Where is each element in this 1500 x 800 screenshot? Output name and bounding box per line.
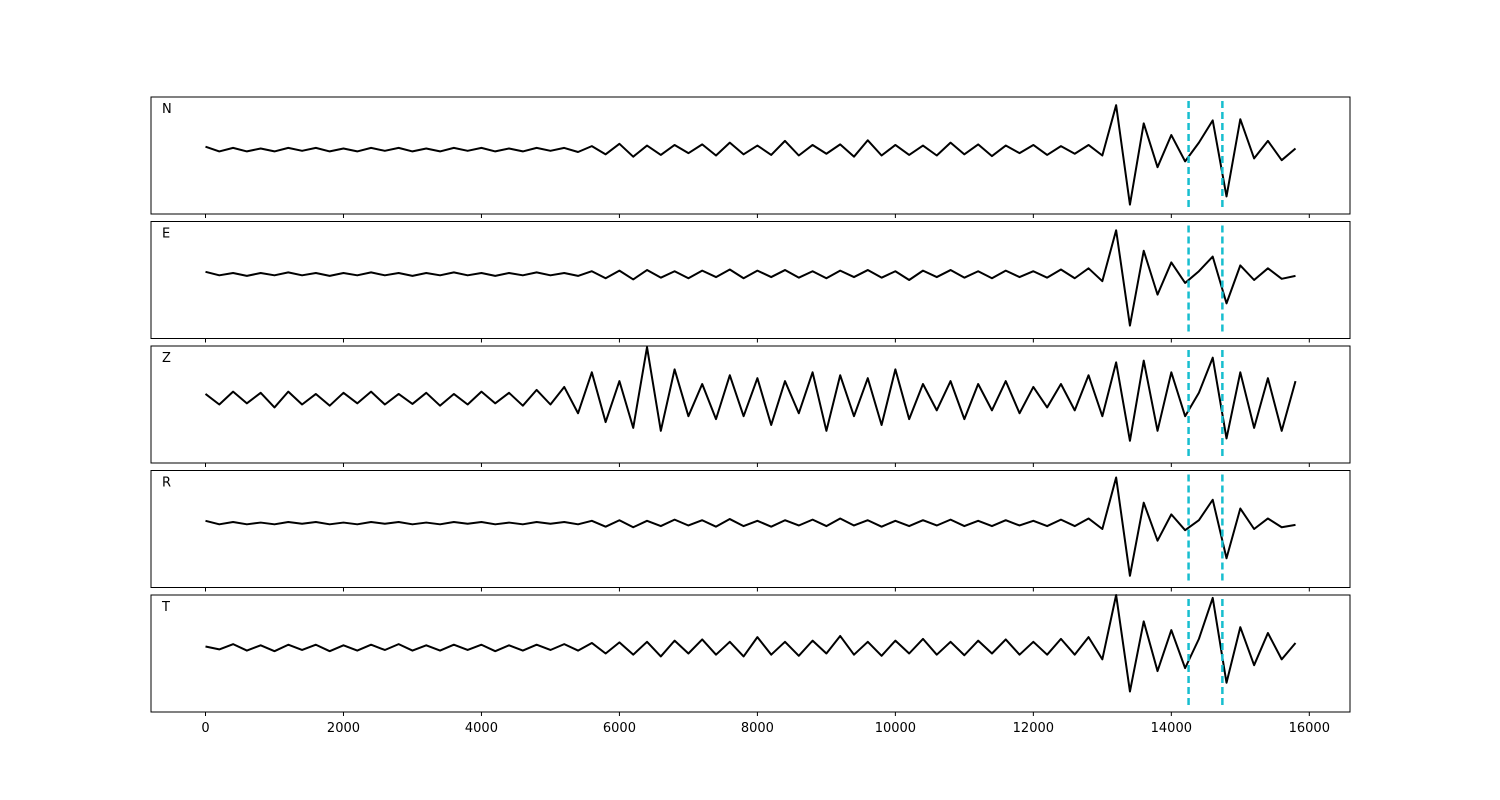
x-tick-label: 2000	[327, 721, 360, 736]
trace	[205, 104, 1297, 206]
panel-label: R	[162, 476, 171, 491]
panel-label: T	[161, 600, 170, 615]
trace	[205, 476, 1296, 577]
x-tick-label: 0	[201, 721, 209, 736]
x-tick-label: 12000	[1013, 721, 1054, 736]
x-tick-label: 10000	[875, 721, 916, 736]
x-tick-label: 4000	[465, 721, 498, 736]
trace	[205, 594, 1297, 693]
panel-label: N	[162, 102, 172, 117]
x-tick-label: 14000	[1151, 721, 1192, 736]
x-tick-label: 16000	[1289, 721, 1330, 736]
trace	[204, 346, 1297, 442]
panel-frame	[150, 470, 1351, 588]
panel-frame	[150, 221, 1351, 339]
trace	[205, 229, 1296, 327]
panel-label: E	[162, 227, 170, 242]
x-tick-label: 6000	[603, 721, 636, 736]
panel-frame	[150, 594, 1351, 713]
panel-frame	[150, 96, 1351, 215]
x-tick-label: 8000	[741, 721, 774, 736]
panel-frame	[150, 345, 1351, 464]
panel-label: Z	[162, 351, 171, 366]
